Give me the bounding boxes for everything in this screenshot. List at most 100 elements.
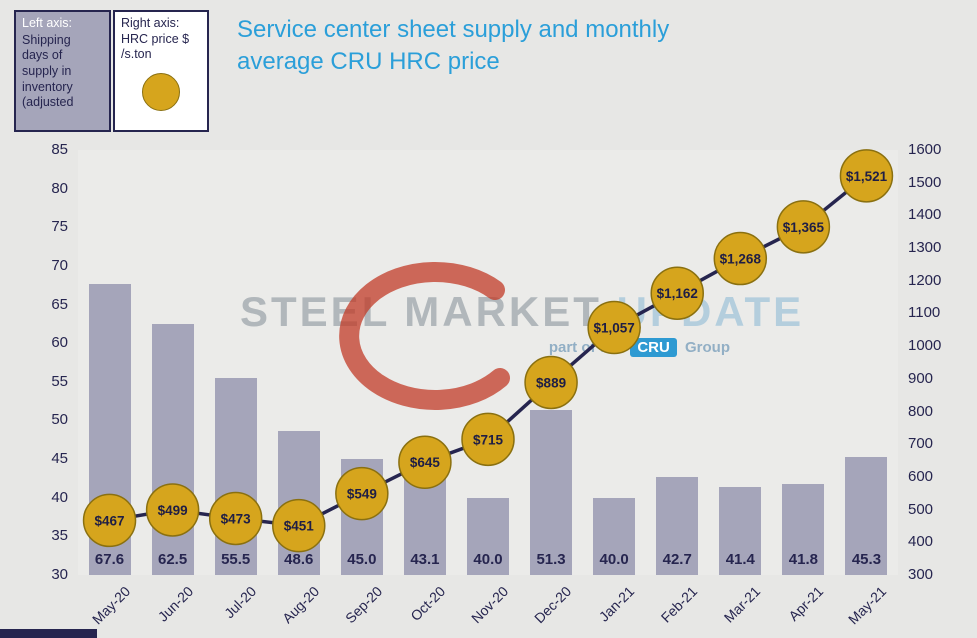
supply-bar-value-label: 43.1 xyxy=(410,551,440,568)
supply-bar-value-label: 45.3 xyxy=(851,551,882,568)
hrc-price-value-label: $715 xyxy=(473,432,504,447)
left-axis-tick-label: 55 xyxy=(51,372,68,390)
x-axis-tick-label: Aug-20 xyxy=(278,583,323,627)
left-axis-tick-label: 85 xyxy=(51,141,68,158)
hrc-price-line xyxy=(109,174,868,528)
hrc-price-marker xyxy=(650,266,704,320)
hrc-price-marker xyxy=(272,498,326,553)
hrc-price-marker xyxy=(145,483,200,537)
supply-bar xyxy=(782,483,825,575)
legend-right-line: HRC price $ xyxy=(121,31,190,46)
left-axis-tick-label: 50 xyxy=(51,411,68,429)
x-axis-tick-label: Dec-20 xyxy=(531,583,575,627)
x-axis-tick-label: Mar-21 xyxy=(720,583,764,626)
right-axis-tick-label: 1000 xyxy=(908,337,942,355)
right-axis-tick-label: 400 xyxy=(908,533,934,551)
right-axis-tick-label: 1500 xyxy=(908,173,942,191)
left-axis-tick-label: 80 xyxy=(51,179,68,197)
x-axis-tick-label: Jun-20 xyxy=(154,583,196,625)
right-axis-tick-label: 700 xyxy=(908,435,934,453)
supply-bar-value-label: 40.0 xyxy=(599,551,629,568)
hrc-price-value-label: $889 xyxy=(536,375,566,390)
supply-bar-value-label: 41.8 xyxy=(788,551,818,568)
right-axis-tick-label: 1600 xyxy=(908,141,942,158)
supply-bar xyxy=(656,476,699,575)
legend-right-axis-box: Right axis: HRC price $ /s.ton xyxy=(113,10,209,132)
x-axis-tick-label: May-21 xyxy=(845,583,890,628)
legend-left-line: supply in xyxy=(22,63,72,78)
hrc-price-marker xyxy=(461,412,515,467)
right-axis-tick-label: 500 xyxy=(908,500,934,518)
hrc-price-marker xyxy=(398,435,452,489)
left-axis-tick-label: 45 xyxy=(51,450,68,468)
x-axis-tick-label: Jan-21 xyxy=(595,583,638,625)
supply-bar-value-label: 51.3 xyxy=(536,551,566,568)
hrc-price-marker xyxy=(335,466,389,521)
left-axis-tick-label: 70 xyxy=(51,256,68,274)
hrc-price-marker xyxy=(839,149,894,203)
x-axis-tick-label: Oct-20 xyxy=(407,583,449,625)
hrc-price-value-label: $1,365 xyxy=(783,220,825,235)
supply-bar-value-label: 40.0 xyxy=(473,551,503,568)
supply-bar-value-label: 62.5 xyxy=(158,551,188,568)
price-line-layer: $467 $499 $473 $451 $549 $645 $715 $889 $1,057 $1… xyxy=(82,149,894,553)
hrc-price-value-label: $1,521 xyxy=(846,169,888,184)
hrc-price-marker-icon xyxy=(142,72,180,111)
x-axis-tick-label: Apr-21 xyxy=(785,583,827,625)
hrc-price-value-label: $499 xyxy=(158,503,188,518)
hrc-price-value-label: $473 xyxy=(221,511,252,526)
hrc-price-marker xyxy=(524,355,578,410)
supply-bar-value-label: 48.6 xyxy=(284,551,314,568)
right-axis-tick-label: 900 xyxy=(908,369,934,387)
legend-left-line: days of xyxy=(22,48,63,63)
left-axis-tick-label: 40 xyxy=(51,488,68,506)
hrc-price-value-label: $451 xyxy=(284,519,315,534)
supply-bar-value-label: 67.6 xyxy=(94,551,125,568)
hrc-price-marker xyxy=(208,491,263,546)
left-axis-tick-label: 65 xyxy=(51,295,68,313)
supply-bar xyxy=(467,497,509,575)
supply-bar xyxy=(593,497,636,575)
legend-left-line: Shipping xyxy=(22,32,71,47)
hrc-price-value-label: $549 xyxy=(347,487,377,502)
hrc-price-marker xyxy=(776,200,831,254)
right-axis-tick-label: 300 xyxy=(908,566,934,583)
supply-bar-value-label: 45.0 xyxy=(347,551,377,568)
right-axis-tick-label: 800 xyxy=(908,402,934,420)
chart-title-line2: average CRU HRC price xyxy=(237,48,500,76)
hrc-price-value-label: $467 xyxy=(95,513,125,528)
hrc-price-value-label: $1,057 xyxy=(594,321,635,336)
supply-bar-value-label: 41.4 xyxy=(725,551,755,568)
right-axis-tick-label: 1200 xyxy=(908,271,942,289)
hrc-price-marker xyxy=(713,231,768,286)
hrc-price-marker xyxy=(82,493,137,548)
x-axis-tick-label: Sep-20 xyxy=(341,583,386,627)
x-axis-tick-label: Jul-20 xyxy=(220,583,260,622)
left-axis-tick-label: 75 xyxy=(51,218,68,236)
left-axis-tick-label: 60 xyxy=(51,334,68,352)
supply-bar-value-label: 42.7 xyxy=(662,551,692,568)
right-axis-tick-label: 1400 xyxy=(908,206,942,224)
footer-strip xyxy=(0,629,97,638)
x-axis-tick-label: Nov-20 xyxy=(468,583,512,627)
legend-left-axis-box: Left axis: Shipping days of supply in in… xyxy=(14,10,111,132)
supply-bar-value-label: 55.5 xyxy=(221,551,251,568)
x-axis-tick-label: May-20 xyxy=(88,583,133,628)
left-axis-tick-label: 30 xyxy=(51,566,68,583)
hrc-price-value-label: $1,268 xyxy=(720,252,762,267)
legend-left-heading: Left axis: xyxy=(22,16,73,30)
chart-title: Service center sheet supply and monthly … xyxy=(237,14,669,79)
supply-bar xyxy=(845,456,888,575)
legend-left-line: inventory xyxy=(22,79,73,94)
legend-left-line: (adjusted xyxy=(22,95,74,110)
chart-title-line1: Service center sheet supply and monthly xyxy=(237,16,670,43)
right-axis-tick-label: 1100 xyxy=(908,304,941,322)
supply-bar xyxy=(530,410,573,575)
supply-bar xyxy=(719,486,762,575)
legend-right-line: /s.ton xyxy=(121,47,152,62)
hrc-price-value-label: $645 xyxy=(410,455,441,470)
right-axis-tick-label: 600 xyxy=(908,467,934,485)
hrc-price-marker xyxy=(587,300,641,355)
right-axis-tick-label: 1300 xyxy=(908,239,942,257)
